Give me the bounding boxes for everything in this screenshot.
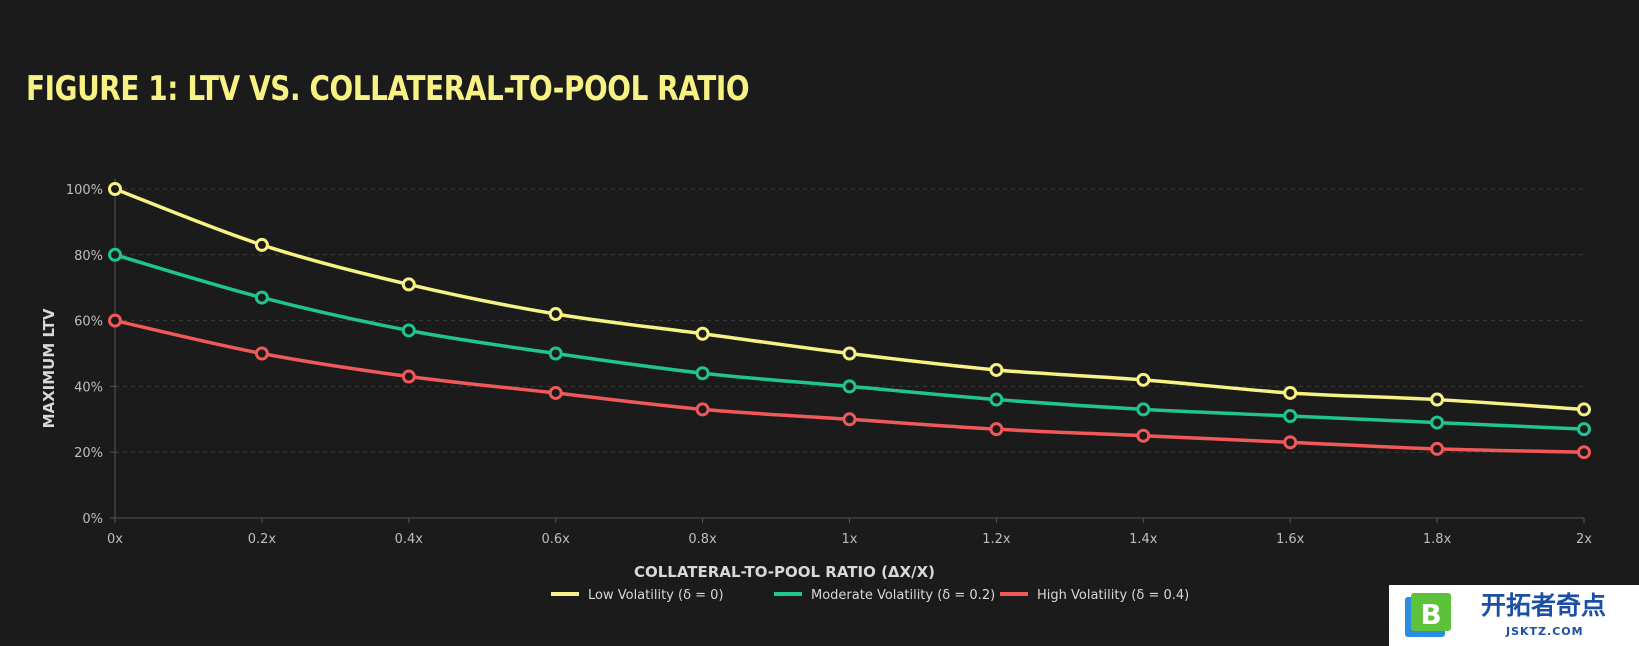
data-point xyxy=(1430,392,1445,407)
watermark-logo-icon: B xyxy=(1405,593,1451,637)
data-point xyxy=(1430,441,1445,456)
data-point xyxy=(1577,422,1591,437)
y-tick-label: 40% xyxy=(74,380,103,395)
y-axis-title: MAXIMUM LTV xyxy=(40,308,58,428)
x-tick-label: 1.2x xyxy=(982,532,1011,547)
x-tick-label: 0.6x xyxy=(542,532,571,547)
x-tick-label: 2x xyxy=(1576,532,1592,547)
data-point xyxy=(1430,415,1445,430)
y-tick-label: 80% xyxy=(74,249,103,264)
x-tick-label: 1x xyxy=(842,532,858,547)
data-point xyxy=(401,323,416,338)
data-point xyxy=(1577,402,1591,417)
data-point xyxy=(989,422,1004,437)
data-point xyxy=(254,237,269,252)
y-tick-label: 100% xyxy=(66,183,103,198)
data-point xyxy=(1283,435,1298,450)
data-point xyxy=(695,326,710,341)
x-tick-label: 0.8x xyxy=(688,532,717,547)
data-point xyxy=(1577,445,1591,460)
data-point xyxy=(1136,402,1151,417)
data-point xyxy=(254,290,269,305)
watermark: B 开拓者奇点 JSKTZ.COM xyxy=(1389,585,1639,646)
data-point xyxy=(842,412,857,427)
series-3 xyxy=(108,313,1591,460)
legend-label: High Volatility (δ = 0.4) xyxy=(1037,588,1189,603)
data-point xyxy=(695,366,710,381)
x-tick-label: 0.2x xyxy=(248,532,277,547)
y-tick-label: 0% xyxy=(82,512,103,527)
watermark-subtext: JSKTZ.COM xyxy=(1506,625,1584,638)
series-line xyxy=(114,253,1585,431)
y-tick-label: 20% xyxy=(74,446,103,461)
x-axis-title: COLLATERAL-TO-POOL RATIO (ΔX/X) xyxy=(634,563,935,581)
series-2 xyxy=(108,247,1591,437)
data-point xyxy=(401,277,416,292)
x-tick-label: 0x xyxy=(107,532,123,547)
chart-title: FIGURE 1: LTV VS. COLLATERAL-TO-POOL RAT… xyxy=(26,69,750,109)
data-point xyxy=(1136,428,1151,443)
data-point xyxy=(842,346,857,361)
data-point xyxy=(1136,372,1151,387)
data-point xyxy=(254,346,269,361)
data-point xyxy=(108,247,122,262)
data-point xyxy=(842,379,857,394)
legend-item-1: Low Volatility (δ = 0) xyxy=(551,588,724,603)
data-point xyxy=(548,346,563,361)
x-tick-label: 0.4x xyxy=(395,532,424,547)
series-1 xyxy=(108,182,1591,417)
data-point xyxy=(548,307,563,322)
data-point xyxy=(695,402,710,417)
data-point xyxy=(1283,385,1298,400)
legend-item-3: High Volatility (δ = 0.4) xyxy=(1000,588,1189,603)
data-point xyxy=(548,385,563,400)
x-tick-label: 1.4x xyxy=(1129,532,1158,547)
watermark-text: 开拓者奇点 xyxy=(1481,591,1607,620)
data-point xyxy=(1283,409,1298,424)
data-point xyxy=(989,392,1004,407)
x-tick-label: 1.6x xyxy=(1276,532,1305,547)
x-tick-label: 1.8x xyxy=(1423,532,1452,547)
data-point xyxy=(989,362,1004,377)
data-point xyxy=(401,369,416,384)
data-point xyxy=(108,182,122,196)
series-line xyxy=(114,187,1585,412)
legend-item-2: Moderate Volatility (δ = 0.2) xyxy=(774,588,995,603)
watermark-logo-letter: B xyxy=(1420,598,1441,631)
legend-label: Moderate Volatility (δ = 0.2) xyxy=(811,588,995,603)
y-tick-label: 60% xyxy=(74,315,103,330)
data-point xyxy=(108,313,122,328)
legend-label: Low Volatility (δ = 0) xyxy=(588,588,724,603)
